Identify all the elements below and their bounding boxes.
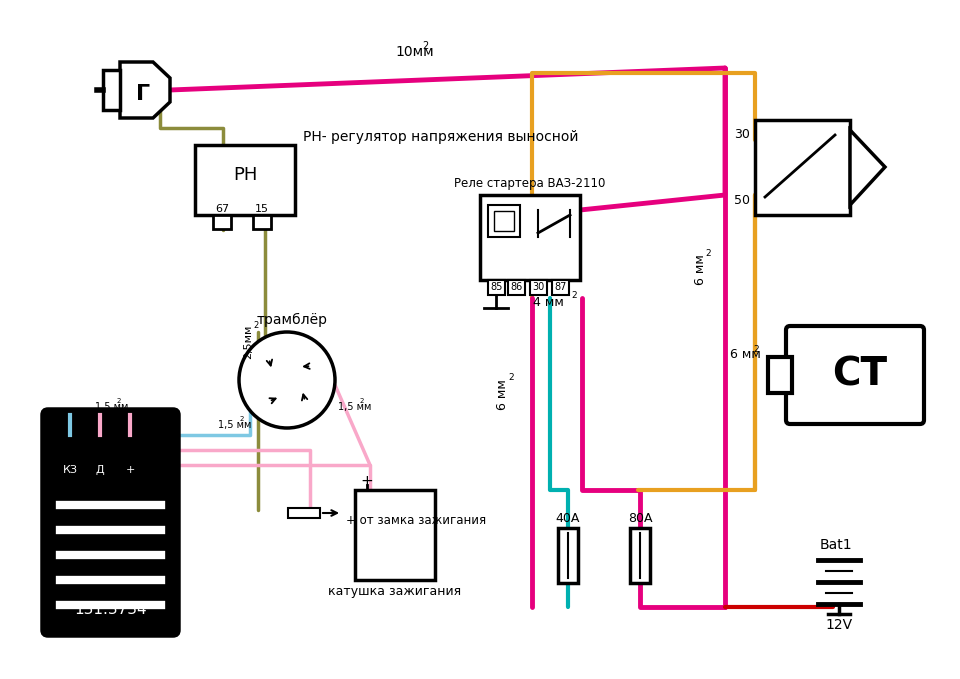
Text: 12V: 12V: [826, 618, 852, 632]
Text: 2: 2: [253, 321, 258, 331]
Text: 6 мм: 6 мм: [730, 348, 761, 361]
Bar: [552, 280, 569, 295]
Text: 2,5мм: 2,5мм: [243, 325, 253, 359]
FancyBboxPatch shape: [42, 409, 179, 636]
Bar: [213, 215, 231, 229]
Bar: [558, 528, 578, 583]
Bar: [755, 120, 850, 215]
Bar: [288, 508, 320, 518]
Text: 1,5 мм: 1,5 мм: [95, 402, 129, 412]
Text: 2: 2: [753, 344, 758, 354]
Bar: [355, 490, 435, 580]
Bar: [508, 280, 525, 295]
Text: PH: PH: [233, 166, 257, 184]
Text: 30: 30: [734, 128, 750, 141]
Text: + от замка зажигания: + от замка зажигания: [346, 513, 486, 526]
Text: 30: 30: [533, 282, 544, 293]
Text: 2: 2: [705, 249, 710, 259]
Text: 2: 2: [240, 416, 245, 422]
Text: 15: 15: [255, 204, 269, 214]
Polygon shape: [103, 70, 120, 110]
Text: Д: Д: [96, 465, 105, 475]
Text: 2: 2: [117, 398, 121, 404]
FancyBboxPatch shape: [786, 326, 924, 424]
Polygon shape: [850, 130, 885, 205]
Text: 2: 2: [422, 41, 428, 51]
Bar: [488, 280, 505, 295]
Text: 6 мм: 6 мм: [496, 380, 510, 410]
Text: 6 мм: 6 мм: [693, 255, 707, 285]
Text: 2: 2: [360, 398, 365, 404]
Text: 4 мм: 4 мм: [533, 295, 564, 308]
Text: 87: 87: [554, 282, 566, 293]
Text: КЗ: КЗ: [62, 465, 78, 475]
Bar: [195, 145, 295, 215]
Text: 86: 86: [511, 282, 522, 293]
Bar: [253, 215, 271, 229]
Bar: [768, 357, 792, 393]
Text: 2: 2: [571, 291, 577, 301]
Text: 40A: 40A: [556, 511, 580, 524]
Circle shape: [239, 332, 335, 428]
Text: трамблёр: трамблёр: [256, 313, 327, 327]
Text: +: +: [361, 475, 373, 490]
Text: 80A: 80A: [628, 511, 652, 524]
Text: катушка зажигания: катушка зажигания: [328, 585, 462, 598]
Bar: [494, 211, 514, 231]
Text: 85: 85: [491, 282, 503, 293]
Text: Реле стартера ВАЗ-2110: Реле стартера ВАЗ-2110: [454, 177, 606, 189]
Text: 131.3734: 131.3734: [74, 602, 147, 617]
Text: 67: 67: [215, 204, 229, 214]
Bar: [530, 280, 547, 295]
Text: Bat1: Bat1: [820, 538, 852, 552]
Text: +: +: [126, 465, 134, 475]
Text: 1,5 мм: 1,5 мм: [218, 420, 252, 430]
Bar: [488, 205, 520, 237]
Polygon shape: [120, 62, 170, 118]
Text: 50: 50: [734, 194, 750, 206]
Bar: [480, 195, 580, 280]
Text: СТ: СТ: [832, 356, 888, 394]
Bar: [630, 528, 650, 583]
Text: 1,5 мм: 1,5 мм: [338, 402, 372, 412]
Text: 10мм: 10мм: [395, 45, 434, 59]
Text: Г: Г: [136, 84, 150, 104]
Text: РН- регулятор напряжения выносной: РН- регулятор напряжения выносной: [303, 130, 579, 144]
Text: 2: 2: [508, 373, 514, 382]
